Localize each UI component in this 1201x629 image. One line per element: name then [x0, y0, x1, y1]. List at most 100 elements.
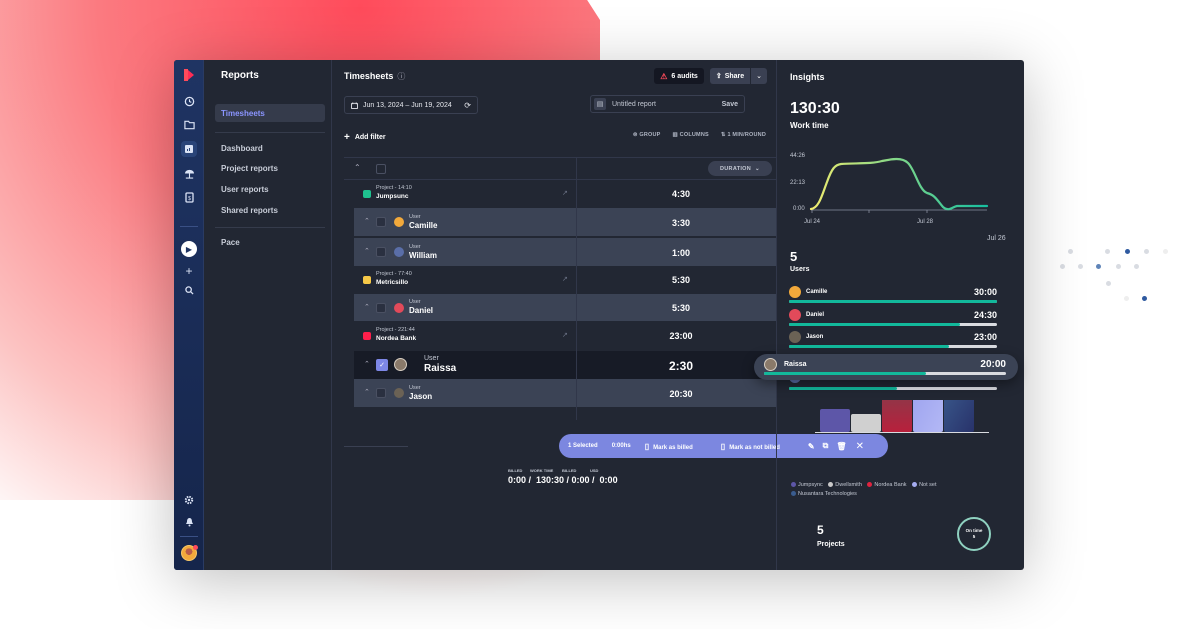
nav-item-user-reports[interactable]: User reports — [221, 184, 269, 194]
row-checkbox-checked[interactable]: ✓ — [376, 359, 388, 371]
legend-item: Dwellsmith — [828, 481, 862, 490]
plus-icon: + — [344, 132, 350, 143]
not-billed-doc-icon: ▯ — [720, 441, 726, 451]
info-icon[interactable]: ⓘ — [397, 72, 406, 81]
share-dropdown-button[interactable]: ⌄ — [751, 68, 767, 84]
selection-action-bar: 1 Selected 0:00hs ▯ Mark as billed ▯ Mark … — [559, 434, 888, 458]
gear-icon[interactable] — [181, 492, 197, 508]
nav-item-timesheets[interactable]: Timesheets — [215, 104, 325, 122]
legend-item: Nusantara Technologies — [791, 490, 857, 499]
logo-icon[interactable] — [182, 68, 196, 82]
share-icon: ⇪ — [715, 73, 722, 80]
svg-text:Jul 24: Jul 24 — [804, 219, 821, 225]
table-row-user[interactable]: ⌃ User Camille 3:30 — [354, 208, 776, 236]
group-button[interactable]: ⊜ GROUP — [632, 132, 661, 138]
user-hover-card[interactable]: Raissa 20:00 — [754, 354, 1018, 380]
column-divider — [576, 158, 577, 420]
rounding-button[interactable]: ⇅ 1 MIN/ROUND — [720, 132, 766, 138]
row-checkbox[interactable] — [376, 303, 386, 313]
report-name-field[interactable]: ▤ Untitled report Save — [590, 95, 745, 113]
users-count: 5 — [790, 249, 798, 264]
save-button[interactable]: Save — [721, 100, 738, 108]
avatar — [394, 247, 404, 257]
close-icon[interactable]: ✕ — [855, 440, 864, 452]
trash-icon[interactable]: 🗑 — [836, 441, 847, 451]
reports-icon[interactable] — [181, 141, 197, 157]
svg-text:44:26: 44:26 — [790, 153, 806, 159]
progress-fill — [764, 372, 927, 375]
row-checkbox[interactable] — [376, 388, 386, 398]
plus-icon[interactable]: + — [185, 264, 193, 278]
invoice-icon[interactable]: $ — [181, 189, 197, 205]
beach-umbrella-icon[interactable] — [181, 165, 197, 181]
projects-bar-chart — [815, 400, 989, 433]
folder-icon[interactable] — [181, 117, 197, 133]
table-row-user-selected[interactable]: ⌃ ✓ User Raissa 2:30 — [354, 351, 776, 379]
duration-sort-button[interactable]: DURATION ⌄ — [708, 161, 772, 176]
table-top-divider — [344, 157, 776, 158]
table-row-user[interactable]: ⌃ User William 1:00 — [354, 238, 776, 266]
user-avatar[interactable] — [181, 545, 198, 561]
nav-item-project-reports[interactable]: Project reports — [221, 163, 278, 173]
mark-not-billed-button[interactable]: ▯ Mark as not billed — [720, 441, 780, 451]
collapse-all-icon[interactable]: ⌃ — [354, 163, 361, 172]
add-filter-button[interactable]: + Add filter — [344, 132, 386, 143]
progress-fill — [789, 300, 997, 303]
progress-track — [764, 372, 1006, 375]
clock-icon[interactable] — [181, 93, 197, 109]
select-all-checkbox[interactable] — [376, 164, 386, 174]
progress-track — [789, 345, 997, 348]
app-window: $ ▶ + Reports Timesheets Dashboard Proje… — [174, 60, 1024, 570]
chevron-down-icon: ⌄ — [755, 165, 760, 172]
report-name: Untitled report — [612, 100, 656, 108]
row-checkbox[interactable] — [376, 247, 386, 257]
warning-icon: ⚠ — [660, 71, 668, 81]
avatar — [394, 303, 404, 313]
share-button[interactable]: ⇪ Share — [710, 68, 750, 84]
mark-billed-button[interactable]: ▯ Mark as billed — [644, 441, 693, 451]
date-range-picker[interactable]: Jun 13, 2024 – Jun 19, 2024 ⟳ — [344, 96, 478, 114]
svg-text:$: $ — [188, 196, 191, 202]
chevron-up-icon[interactable]: ⌃ — [364, 218, 370, 225]
table-row-user[interactable]: ⌃ User Jason 20:30 — [354, 379, 776, 407]
chevron-up-icon[interactable]: ⌃ — [364, 361, 370, 368]
row-checkbox[interactable] — [376, 217, 386, 227]
on-time-ring: On time 5 — [957, 517, 991, 551]
nav-item-shared-reports[interactable]: Shared reports — [221, 205, 278, 215]
edit-icon[interactable]: ✎ — [807, 441, 815, 451]
project-color-swatch — [363, 276, 371, 284]
legend-item: Nordea Bank — [867, 481, 907, 490]
bell-icon[interactable] — [181, 514, 197, 530]
table-row-project[interactable]: Project - 221:44 Nordea Bank ↗ 23:00 — [344, 321, 776, 351]
progress-track — [789, 323, 997, 326]
footer-divider — [344, 446, 408, 447]
project-color-swatch — [363, 190, 371, 198]
projects-summary: 5 Projects — [817, 523, 845, 548]
insights-title: Insights — [790, 72, 825, 82]
nav-title: Reports — [221, 70, 259, 81]
nav-item-dashboard[interactable]: Dashboard — [221, 143, 263, 153]
columns-button[interactable]: ▥ COLUMNS — [672, 132, 709, 138]
table-row-project[interactable]: Project - 77:40 Metricsillo ↗ 5:30 — [344, 266, 776, 294]
chevron-up-icon[interactable]: ⌃ — [364, 304, 370, 311]
duplicate-icon[interactable]: ⧉ — [822, 441, 829, 450]
svg-text:Jul 28: Jul 28 — [917, 219, 934, 225]
reports-nav: Reports Timesheets Dashboard Project rep… — [204, 60, 332, 570]
play-icon[interactable]: ▶ — [181, 241, 197, 257]
external-link-icon[interactable]: ↗ — [562, 190, 568, 197]
search-icon[interactable] — [181, 282, 197, 298]
users-label: Users — [790, 266, 810, 273]
table-row-project[interactable]: Project - 14:10 Jumpsunc ↗ 4:30 — [344, 180, 776, 208]
external-link-icon[interactable]: ↗ — [562, 332, 568, 339]
external-link-icon[interactable]: ↗ — [562, 276, 568, 283]
nav-item-pace[interactable]: Pace — [221, 237, 240, 247]
chevron-up-icon[interactable]: ⌃ — [364, 389, 370, 396]
avatar — [764, 358, 777, 371]
audits-button[interactable]: ⚠ 6 audits — [654, 68, 704, 84]
table-row-user[interactable]: ⌃ User Daniel 5:30 — [354, 294, 776, 321]
totals-values: 0:00 / 130:30 / 0:00 / 0:00 — [508, 475, 618, 485]
chevron-up-icon[interactable]: ⌃ — [364, 248, 370, 255]
progress-fill — [789, 345, 950, 348]
progress-track — [789, 387, 997, 390]
refresh-icon[interactable]: ⟳ — [464, 100, 471, 110]
